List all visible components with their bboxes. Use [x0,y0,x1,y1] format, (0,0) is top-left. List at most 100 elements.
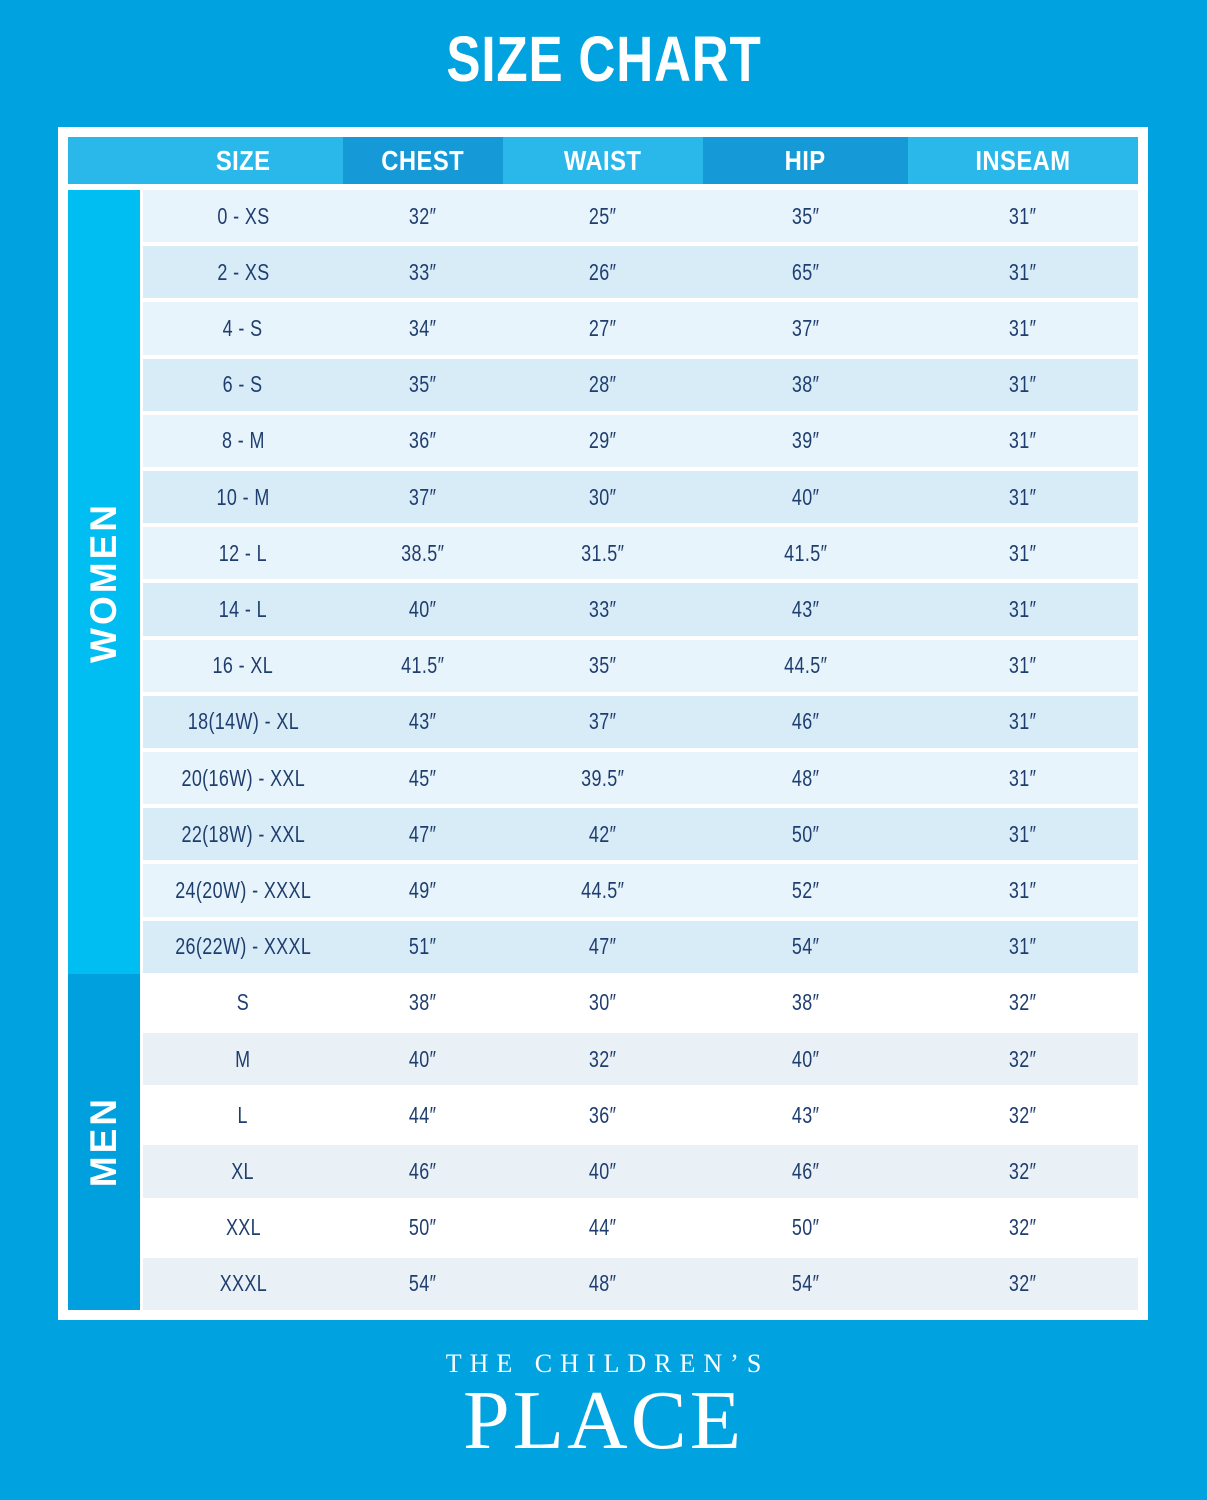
brand-logo-line1: THE CHILDREN’S [445,1349,770,1378]
group-label-women: WOMEN [68,190,140,974]
size-cell: 4 - S [223,315,263,341]
column-header-size: SIZE [68,137,343,184]
size-cell: 26(22W) - XXXL [174,933,312,960]
waist-cell: 48″ [589,1270,617,1297]
hip-cell: 46″ [791,708,820,735]
size-table: SIZE CHEST WAIST HIP INSEAM WOMEN MEN 0 … [58,127,1148,1320]
waist-cell: 33″ [589,596,617,623]
hip-cell: 38″ [791,371,820,398]
waist-cell: 25″ [589,202,617,229]
size-cell: 14 - L [218,596,268,623]
size-cell: 0 - XS [216,202,270,229]
chest-cell: 43″ [409,708,437,735]
inseam-cell: 31″ [1009,539,1037,566]
column-header-waist: WAIST [503,137,703,184]
table-row: 12 - L 38.5″ 31.5″ 41.5″ 31″ [143,527,1138,580]
size-cell: 8 - M [221,427,265,454]
chest-cell: 51″ [409,933,437,960]
chest-cell: 32″ [409,202,437,229]
inseam-cell: 31″ [1009,652,1037,679]
waist-cell: 31.5″ [581,539,625,566]
inseam-cell: 31″ [1009,483,1037,510]
inseam-cell: 32″ [1009,1214,1037,1241]
waist-cell: 27″ [589,315,617,341]
inseam-cell: 31″ [1009,820,1037,847]
brand-logo-line2: PLACE [462,1374,745,1467]
table-header-row: SIZE CHEST WAIST HIP INSEAM [68,137,1138,184]
group-label-men: MEN [68,974,140,1310]
table-row: 26(22W) - XXXL 51″ 47″ 54″ 31″ [143,920,1138,973]
column-header-chest: CHEST [343,137,503,184]
waist-cell: 30″ [589,989,617,1016]
inseam-cell: 32″ [1009,989,1037,1016]
table-row: M 40″ 32″ 40″ 32″ [143,1033,1138,1086]
chest-cell: 40″ [409,1045,437,1072]
table-row: 10 - M 37″ 30″ 40″ 31″ [143,471,1138,524]
chest-cell: 49″ [409,877,437,904]
table-row: 14 - L 40″ 33″ 43″ 31″ [143,583,1138,636]
inseam-cell: 31″ [1009,202,1037,229]
chest-cell: 50″ [409,1214,437,1241]
hip-cell: 41.5″ [783,539,828,566]
hip-cell: 50″ [791,1214,820,1241]
table-row: 24(20W) - XXXL 49″ 44.5″ 52″ 31″ [143,864,1138,917]
waist-cell: 44″ [589,1214,617,1241]
waist-cell: 44.5″ [581,877,625,904]
chest-cell: 47″ [409,820,437,847]
chest-cell: 41.5″ [401,652,445,679]
chest-cell: 46″ [409,1158,437,1185]
inseam-cell: 31″ [1009,708,1037,735]
chest-cell: 40″ [409,596,437,623]
hip-cell: 48″ [791,764,820,791]
table-row: 6 - S 35″ 28″ 38″ 31″ [143,358,1138,411]
hip-cell: 43″ [791,596,820,623]
hip-cell: 38″ [791,989,820,1016]
chest-cell: 36″ [409,427,437,454]
size-cell: 22(18W) - XXL [181,820,305,847]
size-cell: XXL [225,1214,261,1241]
chest-cell: 38″ [409,989,437,1016]
hip-cell: 44.5″ [783,652,828,679]
inseam-cell: 32″ [1009,1101,1037,1128]
table-row: 22(18W) - XXL 47″ 42″ 50″ 31″ [143,808,1138,861]
waist-cell: 32″ [589,1045,617,1072]
chest-cell: 54″ [409,1270,437,1297]
hip-cell: 52″ [791,877,820,904]
chest-cell: 45″ [409,764,437,791]
chest-cell: 37″ [409,483,437,510]
chest-cell: 35″ [409,371,437,398]
inseam-cell: 31″ [1009,764,1037,791]
waist-cell: 37″ [589,708,617,735]
hip-cell: 46″ [791,1158,820,1185]
chest-cell: 33″ [409,258,437,285]
size-cell: XXXL [219,1270,267,1297]
hip-cell: 37″ [791,315,820,341]
hip-cell: 54″ [791,1270,820,1297]
waist-cell: 28″ [589,371,617,398]
inseam-cell: 32″ [1009,1270,1037,1297]
inseam-cell: 31″ [1009,371,1037,398]
hip-cell: 40″ [791,1045,820,1072]
waist-cell: 42″ [589,820,617,847]
waist-cell: 26″ [589,258,617,285]
hip-cell: 35″ [791,202,820,229]
table-row: 16 - XL 41.5″ 35″ 44.5″ 31″ [143,639,1138,692]
size-cell: M [235,1045,251,1072]
waist-cell: 39.5″ [581,764,625,791]
inseam-cell: 31″ [1009,877,1037,904]
table-row: 0 - XS 32″ 25″ 35″ 31″ [143,190,1138,243]
table-body-rows: 0 - XS 32″ 25″ 35″ 31″ 2 - XS 33″ 26″ 65″ 31″ 4 - … [143,190,1138,1311]
chest-cell: 44″ [409,1101,437,1128]
size-cell: 2 - XS [216,258,270,285]
hip-cell: 43″ [791,1101,820,1128]
inseam-cell: 31″ [1009,933,1037,960]
table-row: S 38″ 30″ 38″ 32″ [143,976,1138,1030]
size-cell: 6 - S [223,371,263,398]
waist-cell: 47″ [589,933,617,960]
hip-cell: 50″ [791,820,820,847]
table-row: 8 - M 36″ 29″ 39″ 31″ [143,414,1138,468]
size-cell: 16 - XL [212,652,274,679]
table-body: WOMEN MEN 0 - XS 32″ 25″ 35″ 31″ 2 - XS 33″ 26″… [68,190,1138,1311]
waist-cell: 30″ [589,483,617,510]
table-row: 4 - S 34″ 27″ 37″ 31″ [143,302,1138,355]
